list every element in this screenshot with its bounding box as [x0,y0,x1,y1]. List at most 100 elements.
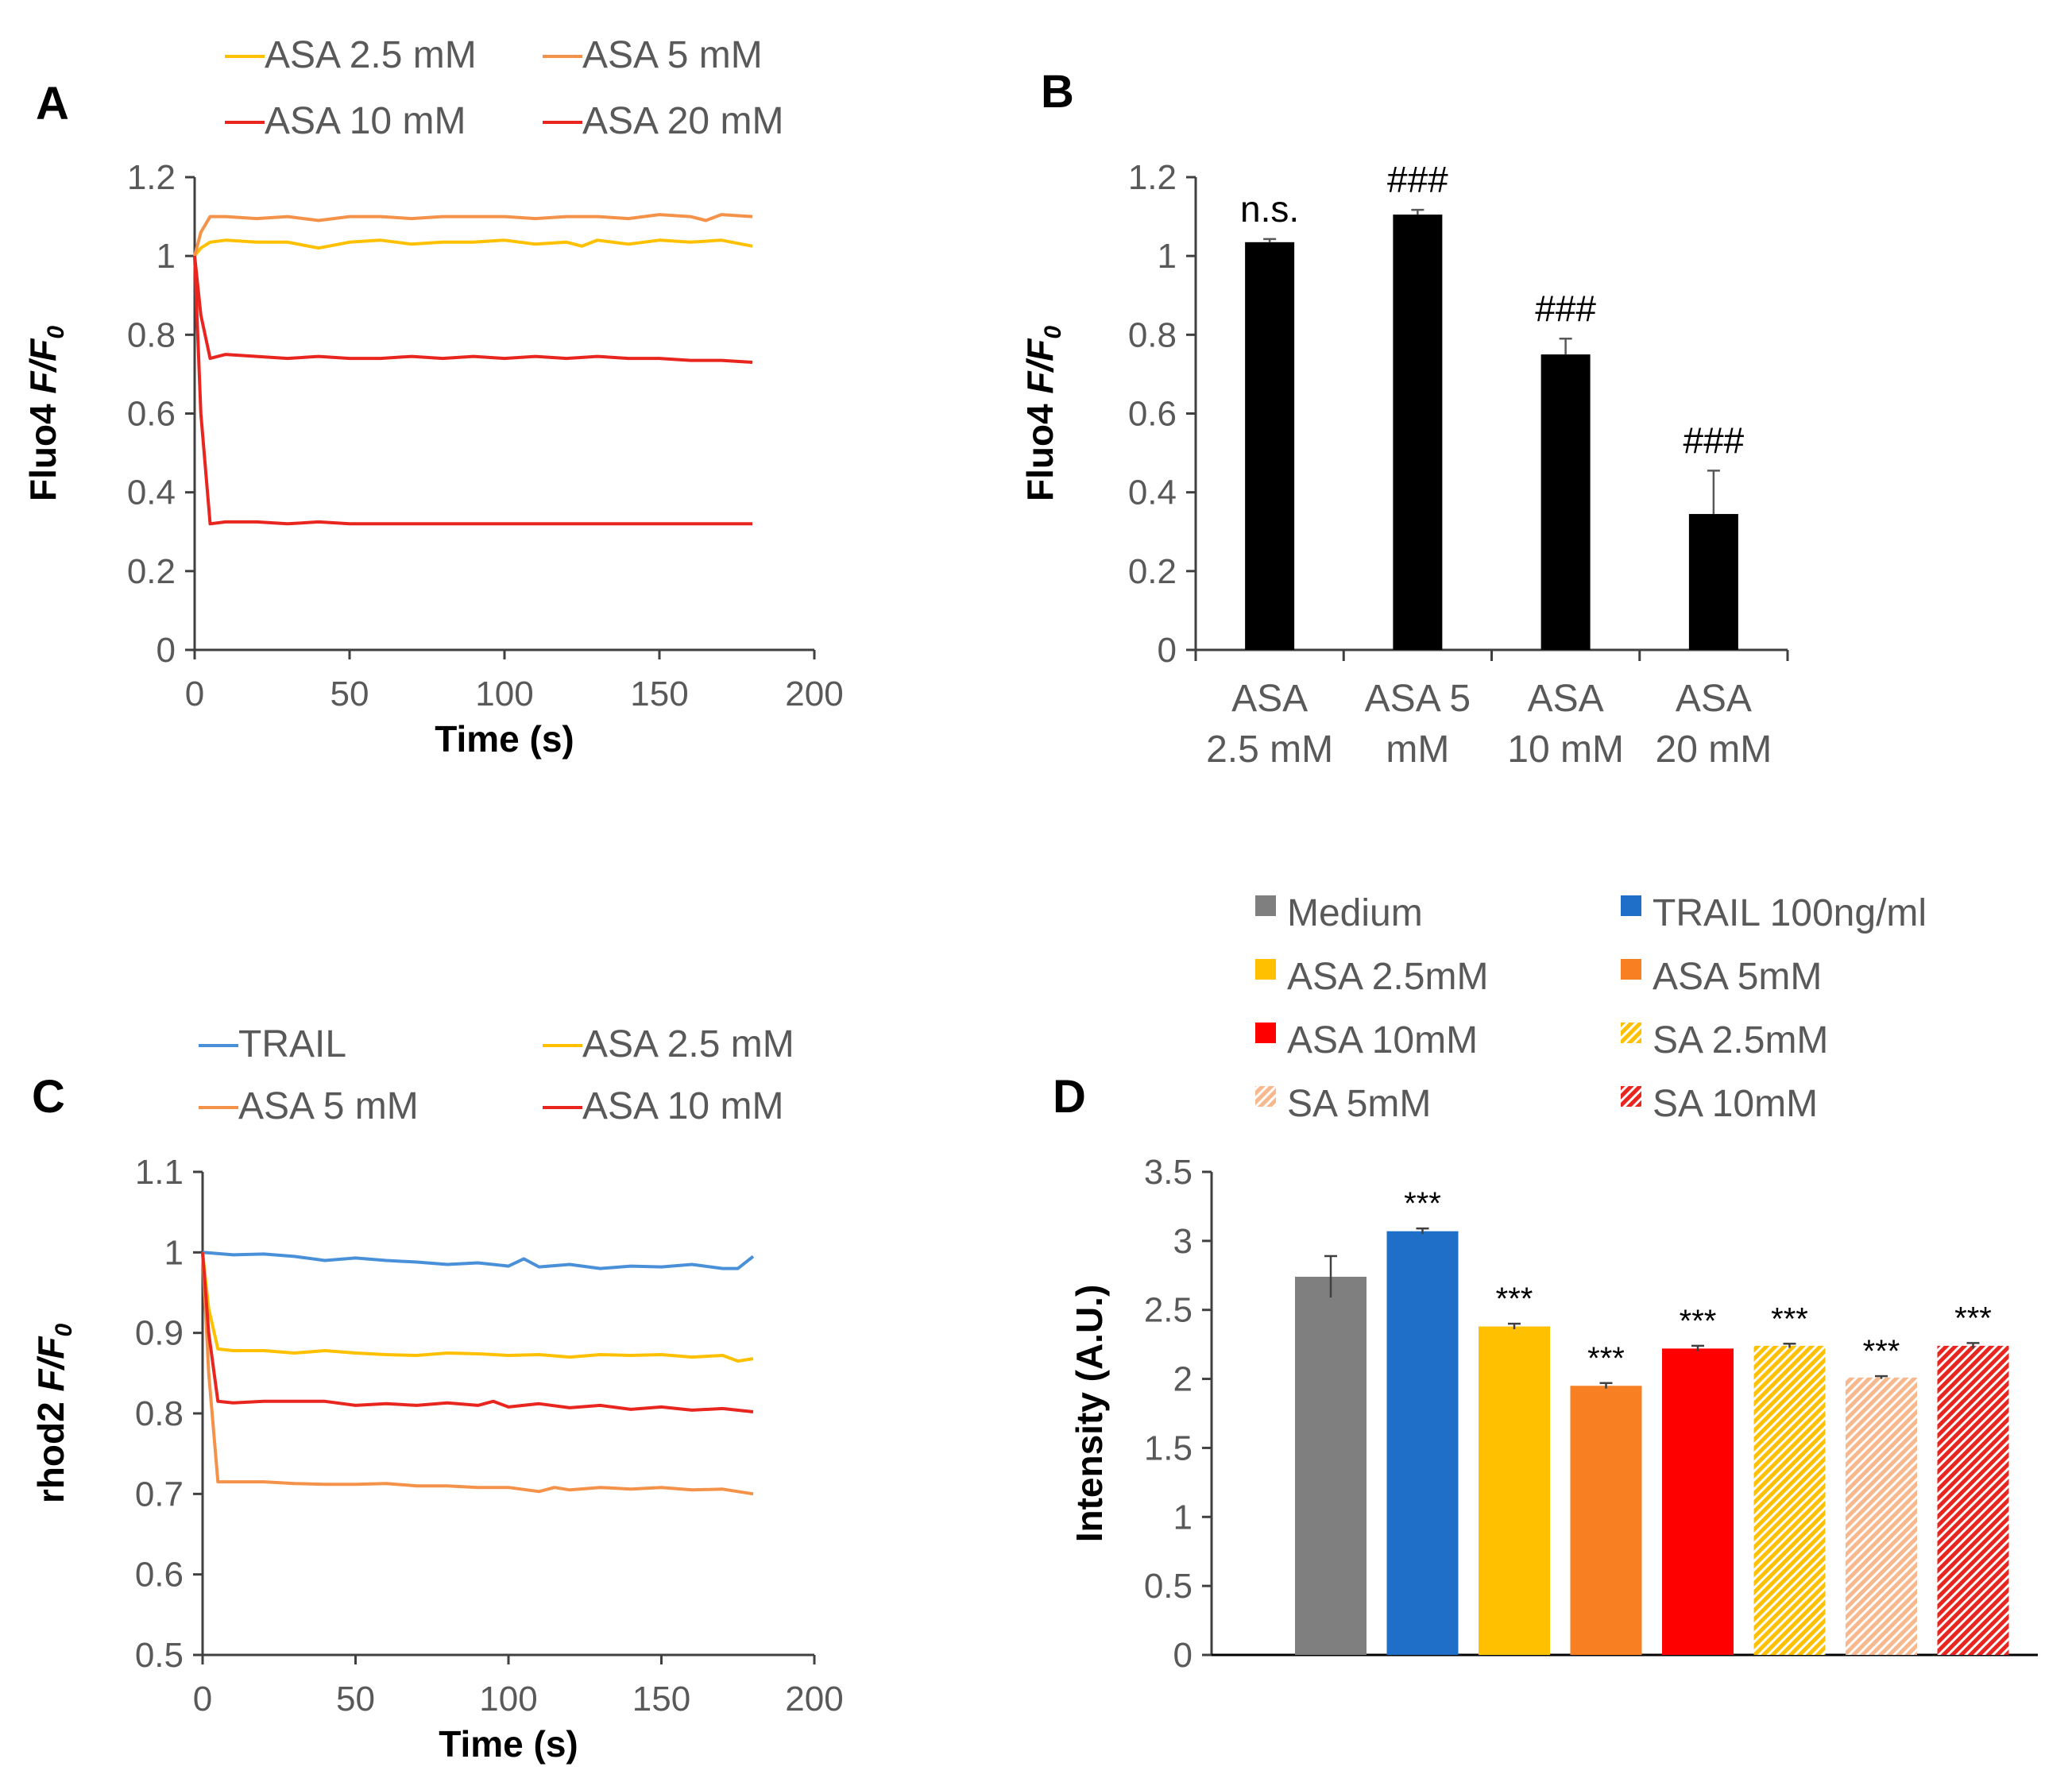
bar-3 [1479,1326,1550,1655]
category-label-4: 20 mM [1656,729,1772,771]
legend-swatch-7 [1255,1086,1276,1107]
y-axis-title: Fluo4 F/F0 [22,326,69,501]
bar-8 [1937,1345,2009,1655]
y-tick-label: 0 [157,631,176,670]
legend-label-4: ASA 20 mM [582,100,783,142]
y-tick-label: 1 [1158,237,1177,276]
significance-label-3: *** [1496,1282,1533,1316]
legend-label-6: SA 2.5mM [1653,1019,1828,1061]
y-tick-label: 1 [164,1233,184,1272]
y-tick-label: 0.7 [135,1475,184,1514]
series-line-3 [193,255,753,364]
category-label-2: mM [1386,729,1449,771]
series-line-2 [201,1252,754,1363]
legend-swatch-5 [1255,1023,1276,1043]
y-tick-label: 0.2 [127,552,176,591]
significance-label-4: ### [1684,419,1745,461]
y-axis-title: rhod2 F/F0 [30,1324,77,1504]
legend-label-2: ASA 5 mM [582,34,763,76]
category-label-1: 2.5 mM [1206,729,1333,771]
bar-2 [1393,215,1443,651]
x-tick-label: 0 [185,675,204,713]
y-tick-label: 1.2 [127,158,176,197]
x-tick-label: 200 [785,675,843,713]
legend-label-2: TRAIL 100ng/ml [1653,892,1927,934]
series-line-4 [193,256,752,526]
x-tick-label: 100 [479,1680,537,1718]
category-label-2: ASA 5 [1365,678,1471,720]
legend-label-4: ASA 10 mM [582,1085,783,1127]
legend-label-1: Medium [1287,892,1423,934]
x-tick-label: 100 [475,675,533,713]
significance-label-1: n.s. [1240,188,1299,230]
y-tick-label: 1.5 [1144,1429,1193,1467]
category-label-4: ASA [1676,678,1752,720]
legend-swatch-3 [1255,959,1276,980]
bar-3 [1540,354,1591,650]
x-tick-label: 150 [630,675,688,713]
y-tick-label: 0.5 [135,1636,184,1675]
bar-7 [1846,1377,1917,1655]
y-tick-label: 0 [1158,631,1177,670]
legend-swatch-1 [1255,895,1276,916]
y-tick-label: 0.6 [135,1556,184,1595]
legend-label-3: ASA 5 mM [238,1085,419,1127]
bar-2 [1386,1231,1459,1655]
y-tick-label: 0.4 [127,474,176,512]
legend-label-3: ASA 10 mM [265,100,466,142]
y-tick-label: 0.9 [135,1314,184,1353]
legend-swatch-8 [1621,1086,1641,1107]
category-label-3: 10 mM [1507,729,1624,771]
legend-label-4: ASA 5mM [1653,956,1822,998]
significance-label-8: *** [1954,1301,1992,1336]
x-axis-title: Time (s) [435,718,574,760]
y-tick-label: 0.6 [127,395,176,434]
y-tick-label: 0.2 [1128,552,1177,591]
legend-label-3: ASA 2.5mM [1287,956,1488,998]
panel-letter-a: A [36,78,69,130]
significance-label-5: *** [1680,1304,1717,1339]
x-tick-label: 0 [193,1680,212,1718]
y-tick-label: 3 [1173,1222,1193,1261]
x-tick-label: 50 [336,1680,375,1718]
y-tick-label: 1.2 [1128,158,1177,197]
panel-letter-d: D [1053,1071,1086,1123]
significance-label-2: *** [1404,1186,1441,1221]
series-line-2 [193,213,753,257]
legend-swatch-2 [1621,895,1641,916]
y-tick-label: 2 [1173,1360,1193,1399]
panel-d-bar-chart: 0 0.5 1 1.5 2 2.5 3 3.5 Intensity (A.U.) *** *** **… [1069,892,2038,1675]
y-tick-label: 0.8 [127,315,176,354]
y-tick-label: 0.5 [1144,1567,1193,1606]
y-tick-label: 2.5 [1144,1291,1193,1330]
y-axis-title: Fluo4 F/F0 [1019,326,1066,501]
series-line-4 [201,1252,754,1413]
x-tick-label: 50 [331,675,369,713]
panel-c-line-chart: 0.5 0.6 0.7 0.8 0.9 1 1.1 0 50 100 150 200 Time (s) r… [30,1023,844,1765]
x-tick-label: 200 [785,1680,843,1718]
bar-1 [1295,1277,1367,1655]
legend-label-8: SA 10mM [1653,1083,1818,1125]
y-tick-label: 1 [157,237,176,276]
significance-label-3: ### [1535,288,1596,329]
legend-label-1: ASA 2.5 mM [265,34,477,76]
bar-4 [1570,1386,1642,1655]
significance-label-2: ### [1387,159,1448,200]
series-line-3 [201,1252,754,1496]
bar-6 [1753,1345,1826,1655]
significance-label-4: *** [1587,1341,1625,1376]
y-axis-title: Intensity (A.U.) [1069,1285,1110,1543]
legend-swatch-4 [1621,959,1641,980]
legend-label-7: SA 5mM [1287,1083,1431,1125]
y-tick-label: 0.8 [135,1394,184,1433]
x-tick-label: 150 [632,1680,690,1718]
y-tick-label: 1 [1173,1498,1193,1537]
legend-swatch-6 [1621,1023,1641,1043]
y-tick-label: 1.1 [135,1153,184,1192]
series-line-1 [193,238,753,257]
y-tick-label: 0 [1173,1636,1193,1675]
y-tick-label: 0.4 [1128,474,1177,512]
legend-label-2: ASA 2.5 mM [582,1023,794,1065]
bar-4 [1688,513,1738,650]
